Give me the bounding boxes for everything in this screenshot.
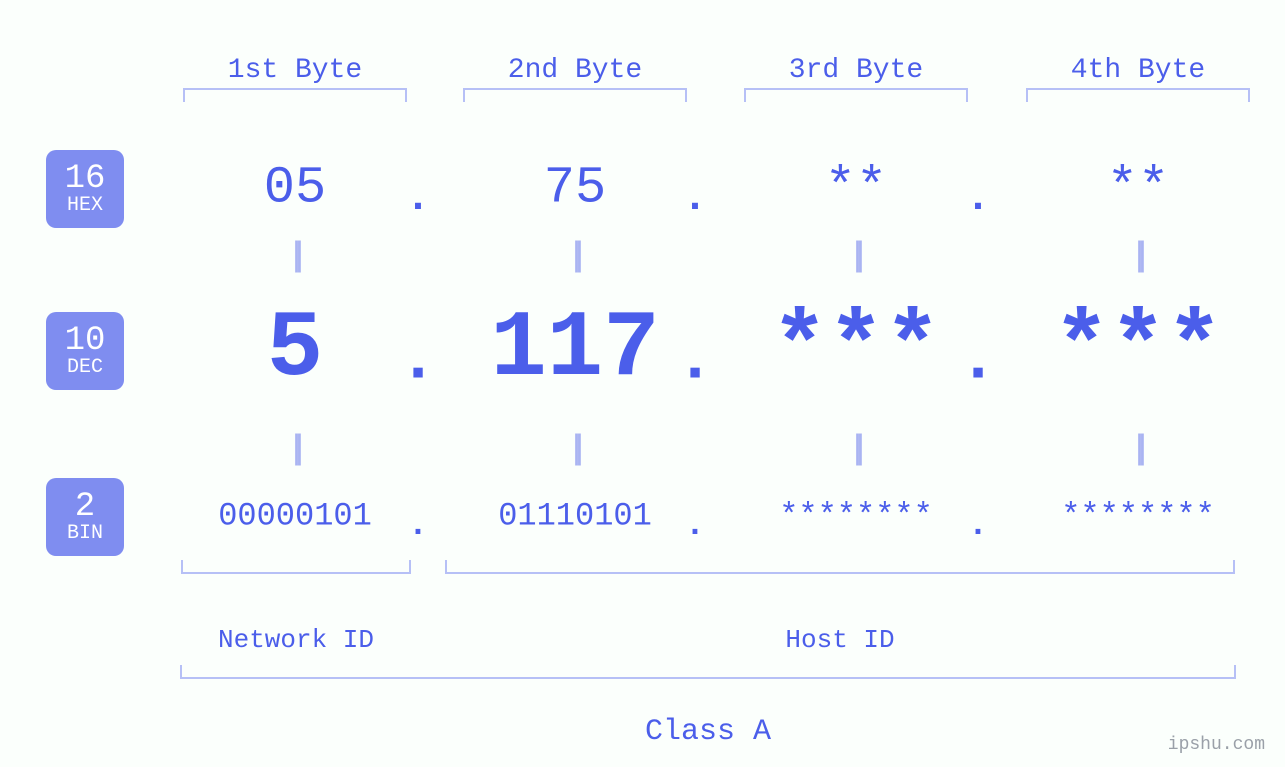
dec-byte: *** (771, 297, 940, 403)
watermark: ipshu.com (1168, 735, 1265, 755)
byte-bracket-top (744, 88, 968, 102)
equals-sign: || (1135, 429, 1141, 468)
equals-sign: || (572, 429, 578, 468)
dot-separator: . (408, 507, 428, 545)
network-id-label: Network ID (218, 625, 374, 655)
dot-separator: . (682, 174, 707, 222)
equals-sign: || (853, 429, 859, 468)
base-badge-dec: 10DEC (46, 312, 124, 390)
bin-byte: 01110101 (498, 498, 652, 535)
dot-separator: . (405, 174, 430, 222)
hex-byte: ** (1107, 159, 1169, 218)
equals-sign: || (853, 236, 859, 275)
byte-header: 1st Byte (228, 55, 362, 86)
dot-separator: . (965, 174, 990, 222)
byte-bracket-top (463, 88, 687, 102)
byte-header: 3rd Byte (789, 55, 923, 86)
dot-separator: . (398, 323, 438, 398)
dot-separator: . (685, 507, 705, 545)
base-badge-label: HEX (67, 195, 103, 216)
byte-bracket-top (183, 88, 407, 102)
dot-separator: . (675, 323, 715, 398)
bin-byte: 00000101 (218, 498, 372, 535)
host-id-label: Host ID (785, 625, 894, 655)
bin-byte: ******** (779, 498, 933, 535)
base-badge-label: BIN (67, 523, 103, 544)
dot-separator: . (958, 323, 998, 398)
hex-byte: 05 (264, 159, 326, 218)
equals-sign: || (1135, 236, 1141, 275)
base-badge-hex: 16HEX (46, 150, 124, 228)
byte-bracket-top (1026, 88, 1250, 102)
dec-byte: 5 (267, 297, 323, 403)
bin-byte: ******** (1061, 498, 1215, 535)
byte-header: 2nd Byte (508, 55, 642, 86)
equals-sign: || (292, 236, 298, 275)
hex-byte: 75 (544, 159, 606, 218)
hex-byte: ** (825, 159, 887, 218)
equals-sign: || (292, 429, 298, 468)
class-bracket (180, 665, 1236, 679)
base-badge-number: 2 (75, 490, 95, 526)
dec-byte: *** (1053, 297, 1222, 403)
base-badge-label: DEC (67, 357, 103, 378)
byte-header: 4th Byte (1071, 55, 1205, 86)
class-label: Class A (645, 715, 771, 749)
network-id-bracket (181, 560, 411, 574)
base-badge-number: 10 (65, 324, 106, 360)
equals-sign: || (572, 236, 578, 275)
dot-separator: . (968, 507, 988, 545)
base-badge-bin: 2BIN (46, 478, 124, 556)
host-id-bracket (445, 560, 1235, 574)
dec-byte: 117 (490, 297, 659, 403)
base-badge-number: 16 (65, 162, 106, 198)
